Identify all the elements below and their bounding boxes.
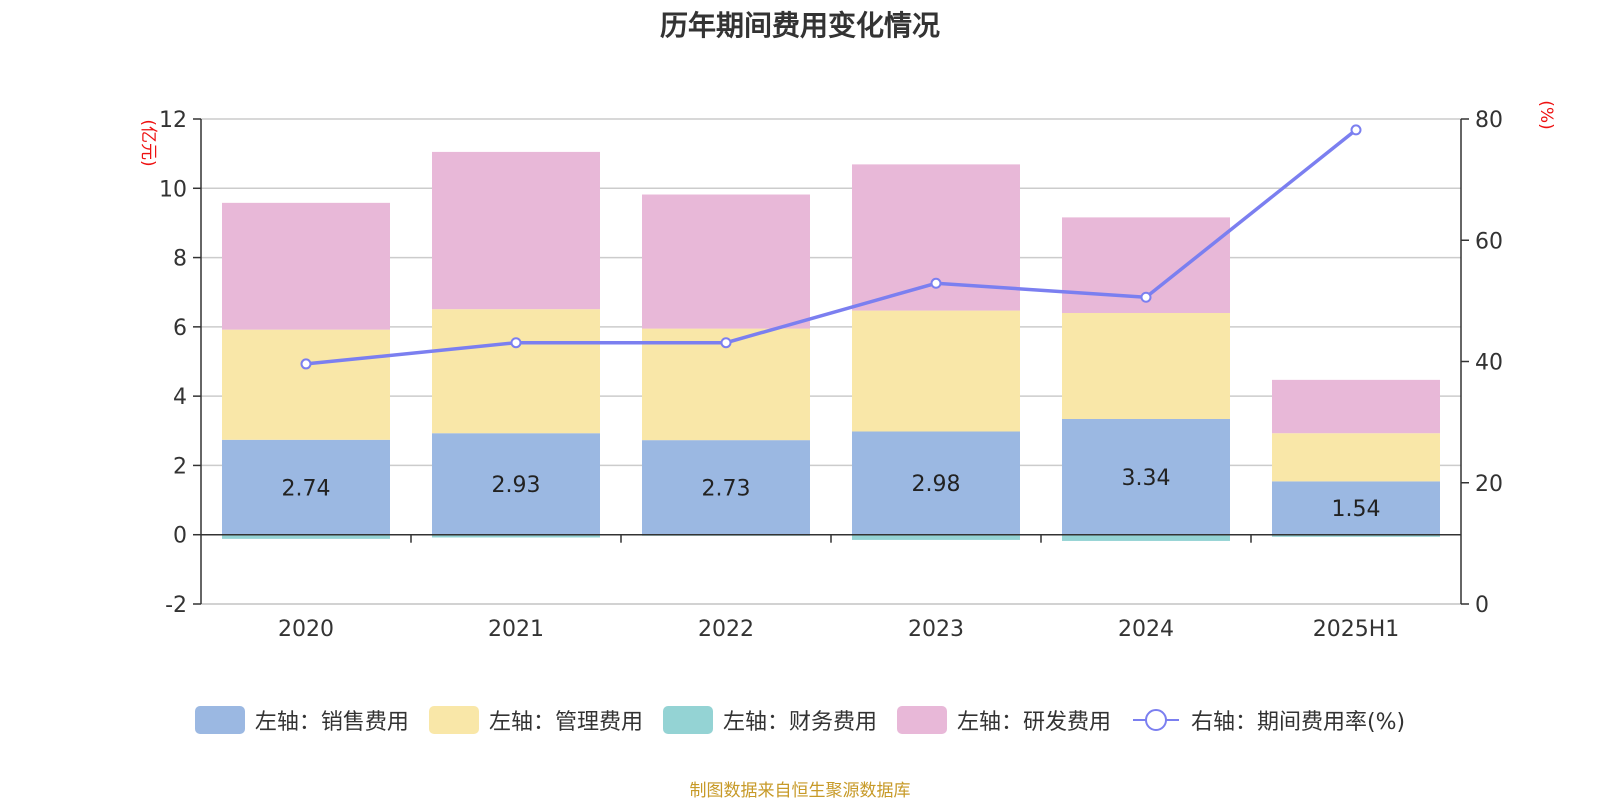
legend-item[interactable]: 左轴：财务费用: [662, 704, 877, 736]
legend-item[interactable]: 左轴：研发费用: [896, 704, 1111, 736]
legend-item[interactable]: 右轴：期间费用率(%): [1131, 704, 1405, 736]
left-axis-tick-label: 6: [173, 316, 187, 341]
right-axis-tick-label: 0: [1475, 593, 1489, 618]
bar-value-label: 3.34: [1122, 466, 1171, 491]
right-axis-tick-label: 80: [1475, 108, 1503, 133]
rate-point: [720, 337, 732, 349]
legend-swatch: [194, 706, 245, 734]
rate-point: [1140, 291, 1152, 303]
legend-swatch: [896, 706, 947, 734]
rate-point: [510, 337, 522, 349]
left-axis-tick-label: 0: [173, 524, 187, 549]
left-axis-tick-label: 4: [173, 385, 187, 410]
rate-point: [930, 277, 942, 289]
rate-point: [1350, 124, 1362, 136]
x-axis-tick-label: 2025H1: [1313, 617, 1400, 642]
bar: [1272, 379, 1440, 434]
bar: [852, 310, 1020, 432]
x-axis-tick-label: 2023: [908, 617, 964, 642]
right-axis-unit: (%): [1536, 100, 1556, 129]
legend-label: 左轴：管理费用: [488, 710, 643, 735]
legend-line-marker: [1132, 709, 1179, 731]
data-labels: 2.74 2.93 2.73 2.98 3.34 1.54: [282, 466, 1381, 522]
bar: [852, 431, 1020, 535]
x-axis-tick-label: 2024: [1118, 617, 1174, 642]
left-axis-unit: (亿元): [138, 119, 158, 166]
legend-label: 左轴：研发费用: [956, 710, 1111, 735]
bar: [1272, 534, 1440, 537]
bar: [432, 151, 600, 310]
left-axis-tick-label: 10: [159, 177, 187, 202]
bar: [432, 534, 600, 538]
x-axis-tick-label: 2021: [488, 617, 544, 642]
legend-swatch: [662, 706, 713, 734]
bar-value-label: 2.73: [702, 476, 751, 501]
legend-label: 左轴：财务费用: [722, 710, 877, 735]
chart-title: 历年期间费用变化情况: [659, 9, 940, 42]
left-axis-tick-label: 2: [173, 454, 187, 479]
legend: 左轴：销售费用 左轴：管理费用 左轴：财务费用 左轴：研发费用 右轴：期间费用率(%): [0, 700, 1600, 740]
left-axis-tick-label: 8: [173, 247, 187, 272]
bar-value-label: 2.98: [912, 472, 961, 497]
left-axis-tick-label: 12: [159, 108, 187, 133]
bar: [222, 202, 390, 330]
legend-item[interactable]: 左轴：管理费用: [428, 704, 643, 736]
source-note: 制图数据来自恒生聚源数据库: [689, 781, 911, 801]
legend-line-circle: [1144, 709, 1167, 731]
bar: [1062, 534, 1230, 541]
legend-item[interactable]: 左轴：销售费用: [194, 704, 409, 736]
right-axis-tick-label: 60: [1475, 229, 1503, 254]
bar: [222, 329, 390, 440]
bar: [432, 433, 600, 535]
x-axis-tick-label: 2020: [278, 617, 334, 642]
legend-label: 左轴：销售费用: [254, 710, 409, 735]
bar-value-label: 2.74: [282, 476, 331, 501]
bar: [852, 534, 1020, 540]
bar: [642, 440, 810, 535]
left-axis-tick-label: -2: [165, 593, 187, 618]
bar-group: [222, 151, 1440, 541]
bar-value-label: 1.54: [1332, 497, 1381, 522]
rate-line: [305, 128, 1358, 366]
axes: -2 0 2 4 6 8 10 12 0 20 40 60 80 (亿元) (%) 2020 2021 2022 2…: [138, 100, 1556, 642]
bar: [222, 439, 390, 535]
bar: [1272, 433, 1440, 482]
bar: [1062, 419, 1230, 535]
bar: [222, 534, 390, 539]
grid-lines: [201, 118, 1461, 605]
bar: [432, 309, 600, 434]
bar-value-label: 2.93: [492, 473, 541, 498]
right-axis-tick-label: 40: [1475, 351, 1503, 376]
chart-canvas: -2 0 2 4 6 8 10 12 0 20 40 60 80 (亿元) (%) 2020 2021 2022 2…: [138, 100, 1556, 642]
legend-swatch: [428, 706, 479, 734]
bar: [1062, 313, 1230, 420]
rate-point: [300, 358, 312, 370]
legend-label: 右轴：期间费用率(%): [1190, 710, 1406, 735]
right-axis-tick-label: 20: [1475, 472, 1503, 497]
bar: [642, 194, 810, 329]
rate-line-group: [300, 124, 1362, 370]
bar: [1272, 481, 1440, 535]
x-axis-tick-label: 2022: [698, 617, 754, 642]
